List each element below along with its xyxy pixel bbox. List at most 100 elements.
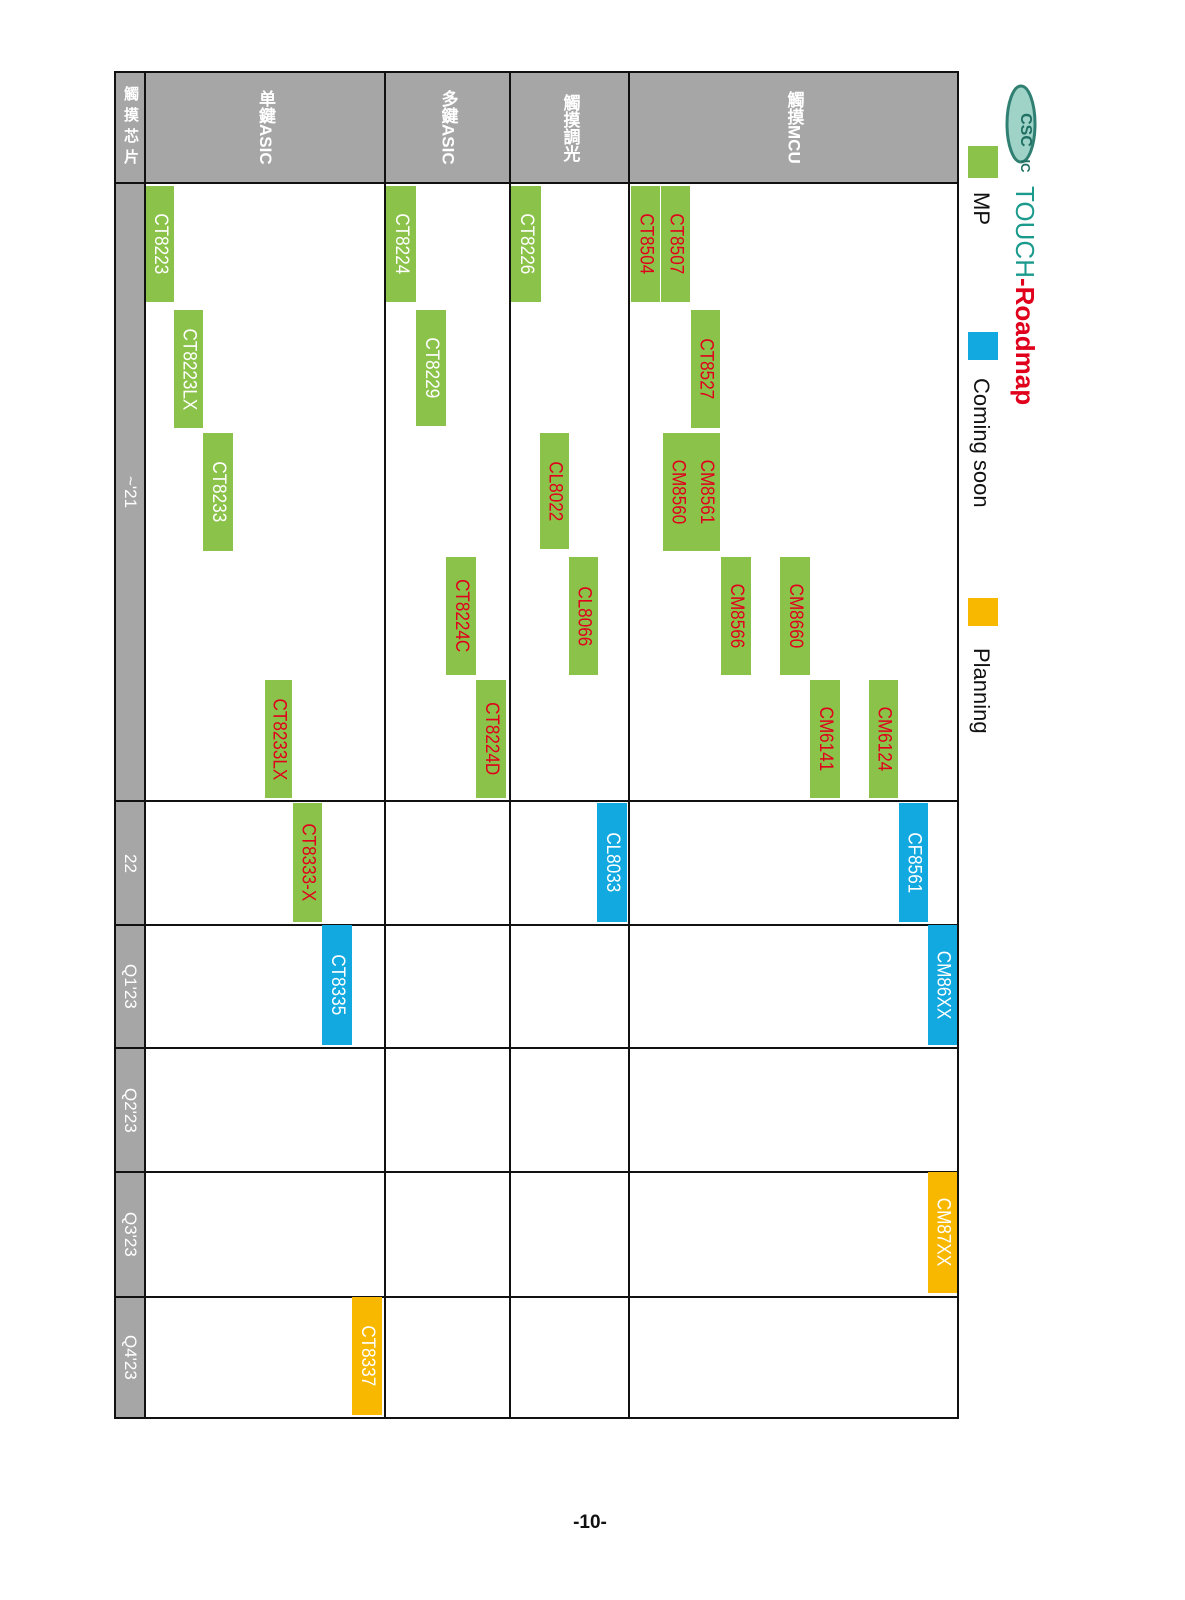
product-label: CT8337	[357, 1325, 378, 1387]
svg-text:CSC: CSC	[1017, 113, 1034, 147]
row-header-line: ASIC	[438, 124, 458, 165]
product-bar-ct8233: CT8233	[203, 433, 233, 551]
product-label: CT8226	[516, 213, 537, 275]
product-label: CT8507	[665, 213, 687, 275]
product-bar-cm6124: CM6124	[869, 680, 898, 798]
product-label: CM86XX	[932, 950, 954, 1020]
row-header-line: MCU	[784, 125, 804, 164]
product-label: CT8223	[150, 213, 171, 275]
svg-text:IC: IC	[1018, 160, 1033, 174]
table-corner-header: 觸摸芯片	[115, 72, 145, 183]
row-header-mcu: 觸摸 MCU	[629, 72, 958, 183]
column-divider	[115, 1171, 958, 1173]
product-bar-ct8224: CT8224	[386, 186, 416, 302]
company-logo: CSC IC	[1004, 84, 1038, 176]
product-bar-cl8022: CL8022	[540, 433, 569, 549]
period-header: Q4'23	[115, 1297, 145, 1418]
product-bar-cm8660: CM8660	[780, 557, 810, 675]
period-header: Q2'23	[115, 1048, 145, 1172]
product-label: CT8224D	[481, 702, 502, 776]
product-label: CM8561	[696, 459, 717, 525]
product-label: CM6124	[873, 706, 895, 772]
product-bar-ct8223: CT8223	[146, 186, 174, 302]
product-label: CT8233	[208, 461, 229, 523]
product-bar-ct8229: CT8229	[416, 310, 446, 426]
legend-label-mp: MP	[969, 192, 994, 225]
product-bar-ct8507: CT8507	[661, 186, 690, 302]
product-label: CF8561	[903, 832, 925, 893]
product-bar-ct8337: CT8337	[352, 1297, 382, 1415]
period-header: Q1'23	[115, 925, 145, 1048]
product-bar-ct8233lx: CT8233LX	[265, 680, 292, 798]
product-label: CM8560	[667, 459, 689, 525]
page-number: -10-	[573, 1512, 607, 1533]
product-label: CT8224	[391, 213, 412, 275]
period-header: Q3'23	[115, 1172, 145, 1297]
column-divider	[115, 182, 958, 184]
product-label: CT8333-X	[297, 823, 319, 902]
legend-label-planning: Planning	[969, 648, 994, 734]
product-bar-cf8561: CF8561	[899, 803, 928, 922]
legend-swatch-mp	[968, 146, 998, 178]
product-bar-cl8033: CL8033	[597, 803, 627, 922]
column-divider	[115, 800, 958, 802]
row-header-single-key: 单鍵 ASIC	[145, 72, 385, 183]
product-bar-cm8561: CM8561	[692, 433, 720, 551]
product-label: CM6141	[815, 706, 836, 772]
product-label: CT8229	[421, 337, 442, 399]
column-divider	[115, 924, 958, 926]
period-header: ~'21	[115, 183, 145, 801]
legend-label-coming-soon: Coming soon	[969, 378, 994, 508]
legend-swatch-coming-soon	[968, 332, 998, 360]
product-label: CT8223LX	[178, 328, 200, 410]
row-header-line: 觸摸	[560, 93, 580, 128]
title-roadmap: -Roadmap	[1010, 277, 1040, 406]
product-label: CL8033	[602, 832, 623, 893]
product-bar-ct8226: CT8226	[511, 186, 541, 302]
row-header-line: ASIC	[256, 124, 275, 165]
product-label: CL8022	[544, 461, 566, 521]
row-header-line: 单鍵	[256, 90, 275, 125]
product-bar-ct8224d: CT8224D	[476, 680, 506, 798]
product-bar-cm6141: CM6141	[810, 680, 840, 798]
product-bar-ct8223lx: CT8223LX	[174, 310, 203, 428]
product-bar-cm8566: CM8566	[721, 557, 751, 675]
product-bar-ct8333-x: CT8333-X	[293, 803, 322, 922]
product-label: CT8224C	[451, 579, 472, 653]
row-header-line: 多鍵	[438, 90, 458, 125]
row-header-line: 觸摸	[784, 91, 804, 126]
row-divider	[509, 72, 511, 1418]
product-label: CT8504	[635, 213, 657, 275]
product-label: CT8335	[327, 954, 348, 1016]
product-label: CM8566	[726, 583, 747, 649]
product-bar-cm86xx: CM86XX	[928, 925, 957, 1045]
product-bar-ct8335: CT8335	[322, 925, 352, 1045]
table-border	[957, 71, 959, 1419]
product-bar-cm87xx: CM87XX	[928, 1172, 957, 1293]
row-header-dimming: 觸摸 調光	[510, 72, 629, 183]
product-label: CT8527	[695, 338, 717, 400]
product-label: CT8233LX	[268, 698, 290, 780]
table-border	[114, 71, 959, 73]
table-border	[114, 71, 116, 1419]
row-divider	[384, 72, 386, 1418]
product-label: CL8066	[573, 586, 595, 646]
row-divider	[144, 72, 146, 1418]
row-divider	[628, 72, 630, 1418]
row-header-line: 調光	[560, 127, 580, 162]
product-bar-ct8224c: CT8224C	[446, 557, 476, 675]
product-bar-cl8066: CL8066	[569, 557, 598, 675]
product-label: CM87XX	[932, 1198, 954, 1267]
period-header: 22	[115, 801, 145, 925]
product-label: CM8660	[785, 583, 806, 649]
page-title: TOUCH-Roadmap	[1010, 186, 1040, 405]
product-bar-ct8504: CT8504	[631, 186, 660, 302]
table-border	[114, 1417, 959, 1419]
product-bar-cm8560: CM8560	[663, 433, 692, 551]
row-header-multi-key: 多鍵 ASIC	[385, 72, 510, 183]
title-touch: TOUCH	[1010, 186, 1040, 278]
legend-swatch-planning	[968, 598, 998, 626]
product-bar-ct8527: CT8527	[691, 310, 720, 428]
column-divider	[115, 1047, 958, 1049]
column-divider	[115, 1296, 958, 1298]
